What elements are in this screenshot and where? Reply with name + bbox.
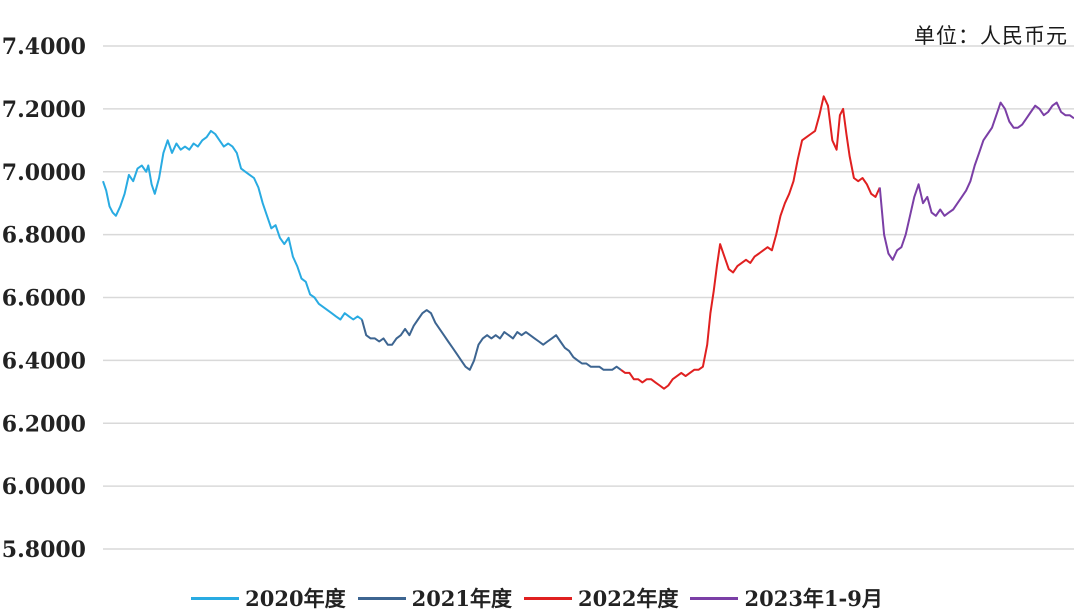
legend-item-2023: 2023年1-9月 [690,583,883,613]
legend-item-2022: 2022年度 [524,583,678,613]
y-tick-label-8: 7.4000 [2,34,86,60]
legend-label-2020: 2020年度 [245,586,346,611]
y-axis-tick-labels: 5.8000 6.0000 6.2000 6.4000 6.6000 6.8000 7.00… [2,34,86,563]
y-tick-label-4: 6.6000 [2,286,86,312]
series-line-2 [620,95,881,390]
y-tick-label-1: 6.0000 [2,474,86,500]
legend-swatch-2023 [690,596,739,600]
y-tick-label-5: 6.8000 [2,223,86,249]
series-line-0 [102,129,363,321]
legend-item-2020: 2020年度 [191,583,346,613]
legend-swatch-2020 [191,596,240,600]
y-tick-label-3: 6.4000 [2,348,86,374]
legend-label-2023: 2023年1-9月 [744,586,883,611]
grid-lines [103,45,1074,550]
legend-swatch-2022 [524,596,573,600]
y-tick-label-6: 7.0000 [2,160,86,186]
legend-swatch-2021 [357,596,406,600]
series-lines [102,95,1074,390]
series-line-3 [878,101,1074,261]
y-tick-label-7: 7.2000 [2,97,86,123]
legend: 2020年度 2021年度 2022年度 2023年1-9月 [0,583,1074,613]
unit-label: 单位：人民币元 [914,24,1068,48]
y-tick-label-0: 5.8000 [2,537,86,563]
series-line-1 [360,309,622,371]
legend-label-2021: 2021年度 [411,586,513,611]
legend-label-2022: 2022年度 [578,586,679,611]
y-tick-label-2: 6.2000 [2,411,86,437]
legend-item-2021: 2021年度 [357,583,513,613]
